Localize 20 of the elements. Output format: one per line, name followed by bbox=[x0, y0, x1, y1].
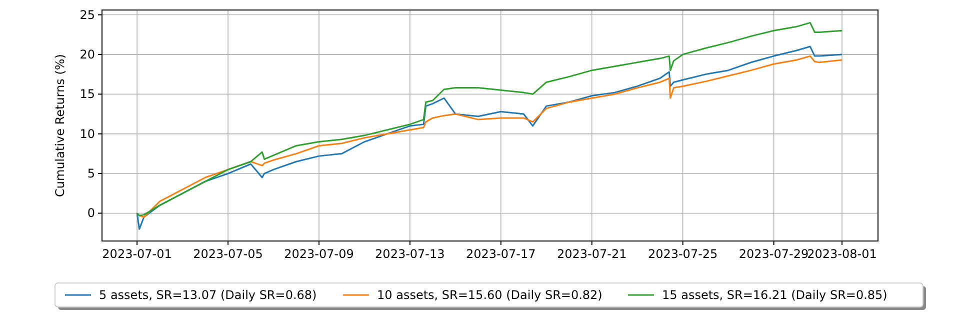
y-tick-label: 5 bbox=[87, 166, 95, 181]
legend-label: 5 assets, SR=13.07 (Daily SR=0.68) bbox=[99, 288, 317, 302]
y-axis-title: Cumulative Returns (%) bbox=[53, 54, 67, 197]
x-tick-label: 2023-07-13 bbox=[375, 247, 445, 261]
y-tick-label: 10 bbox=[80, 126, 95, 141]
legend-label: 10 assets, SR=15.60 (Daily SR=0.82) bbox=[377, 288, 602, 302]
x-tick-label: 2023-07-17 bbox=[466, 247, 536, 261]
x-tick-label: 2023-07-29 bbox=[738, 247, 809, 261]
x-tick-label: 2023-07-21 bbox=[556, 247, 627, 261]
legend-label: 15 assets, SR=16.21 (Daily SR=0.85) bbox=[662, 288, 888, 302]
y-tick-label: 15 bbox=[80, 87, 95, 102]
line-series bbox=[136, 22, 843, 216]
y-tick-label: 25 bbox=[80, 8, 95, 22]
y-tick-label: 20 bbox=[80, 47, 95, 62]
x-tick-label: 2023-08-01 bbox=[807, 247, 877, 261]
x-tick-label: 2023-07-09 bbox=[284, 247, 354, 261]
x-tick-label: 2023-07-05 bbox=[193, 247, 263, 261]
x-tick-label: 2023-07-01 bbox=[102, 247, 172, 261]
y-tick-label: 0 bbox=[87, 206, 95, 220]
x-tick-label: 2023-07-25 bbox=[648, 247, 718, 261]
